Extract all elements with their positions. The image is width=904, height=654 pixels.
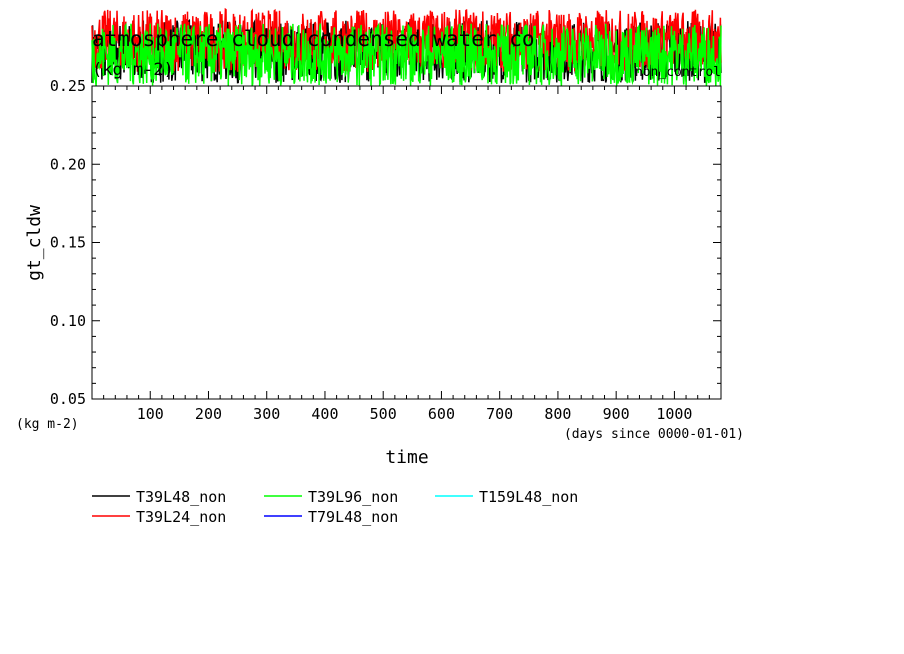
x-tick-label: 600: [428, 405, 455, 423]
series-line-T39L96_non: [91, 22, 722, 86]
legend: T39L48_non T39L24_non T39L96_non T79L48_non…: [92, 488, 578, 526]
run-label: non_control: [635, 65, 721, 80]
x-tick-label: 400: [311, 405, 338, 423]
y-tick-label: 0.05: [50, 390, 86, 408]
x-tick-label: 500: [370, 405, 397, 423]
title-units: (kg m-2): [92, 60, 174, 80]
x-axis-units: (days since 0000-01-01): [564, 427, 744, 442]
x-tick-label: 100: [137, 405, 164, 423]
legend-label: T39L24_non: [136, 508, 226, 526]
y-tick-label: 0.10: [50, 312, 86, 330]
series-layer: [91, 7, 722, 86]
x-tick-label: 800: [544, 405, 571, 423]
x-tick-label: 900: [603, 405, 630, 423]
y-axis: 0.05 0.10 0.15 0.20 0.25: [50, 77, 721, 408]
y-axis-title: gt_cldw: [24, 205, 45, 281]
plot-frame: [91, 85, 722, 400]
x-tick-label: 700: [486, 405, 513, 423]
x-tick-label: 1000: [656, 405, 692, 423]
legend-label: T39L96_non: [308, 488, 398, 506]
x-tick-label: 300: [253, 405, 280, 423]
legend-label: T159L48_non: [479, 488, 578, 506]
x-tick-label: 200: [195, 405, 222, 423]
legend-label: T79L48_non: [308, 508, 398, 526]
legend-label: T39L48_non: [136, 488, 226, 506]
y-axis-units: (kg m-2): [16, 417, 79, 432]
y-tick-label: 0.20: [50, 155, 86, 173]
y-tick-label: 0.25: [50, 77, 86, 95]
x-axis-title: time: [385, 447, 428, 468]
chart-title: atmosphere cloud condensed water co: [92, 27, 535, 51]
y-tick-label: 0.15: [50, 234, 86, 252]
x-axis: 100 200 300 400 500 600 700 800 900 1000: [103, 86, 722, 423]
